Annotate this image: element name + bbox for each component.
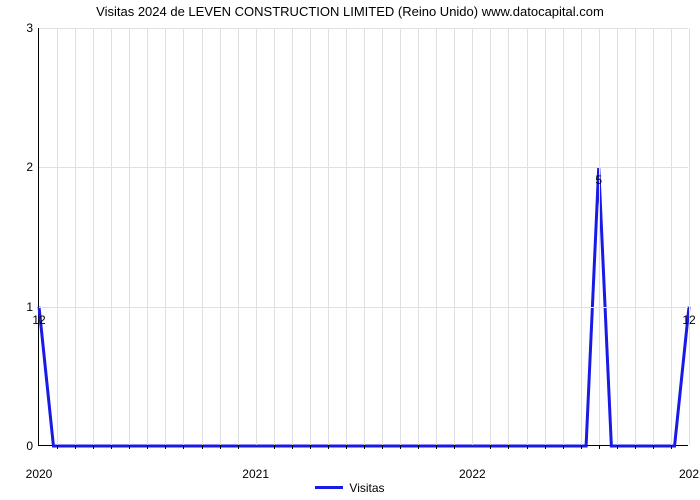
legend-item: Visitas	[315, 481, 384, 495]
point-label: 12	[682, 313, 695, 327]
gridline-vertical	[581, 28, 582, 445]
x-minor-tick	[527, 445, 528, 449]
x-minor-tick	[545, 445, 546, 449]
point-label: 12	[32, 313, 45, 327]
chart-title-text: Visitas 2024 de LEVEN CONSTRUCTION LIMIT…	[96, 4, 604, 19]
x-minor-tick	[129, 445, 130, 449]
x-minor-tick	[436, 445, 437, 449]
x-minor-tick	[454, 445, 455, 449]
x-minor-tick	[111, 445, 112, 449]
gridline-vertical	[183, 28, 184, 445]
gridline-vertical	[93, 28, 94, 445]
gridline-vertical	[563, 28, 564, 445]
gridline-vertical	[617, 28, 618, 445]
gridline-vertical	[436, 28, 437, 445]
x-minor-tick	[328, 445, 329, 449]
gridline-vertical	[653, 28, 654, 445]
gridline-vertical	[220, 28, 221, 445]
x-minor-tick	[346, 445, 347, 449]
gridline-vertical	[256, 28, 257, 445]
gridline-vertical	[202, 28, 203, 445]
gridline-vertical	[382, 28, 383, 445]
x-minor-tick	[93, 445, 94, 449]
legend-label: Visitas	[349, 481, 384, 495]
y-tick-label: 3	[26, 21, 39, 35]
x-minor-tick	[581, 445, 582, 449]
x-minor-tick	[57, 445, 58, 449]
x-minor-tick	[220, 445, 221, 449]
x-minor-tick	[147, 445, 148, 449]
x-minor-tick	[183, 445, 184, 449]
gridline-vertical	[364, 28, 365, 445]
gridline-vertical	[310, 28, 311, 445]
legend: Visitas	[0, 478, 700, 495]
gridline-vertical	[418, 28, 419, 445]
x-minor-tick	[202, 445, 203, 449]
gridline-vertical	[545, 28, 546, 445]
gridline-vertical	[689, 28, 690, 445]
y-tick-label: 0	[26, 439, 39, 453]
gridline-vertical	[527, 28, 528, 445]
x-minor-tick	[364, 445, 365, 449]
gridline-vertical	[400, 28, 401, 445]
gridline-vertical	[508, 28, 509, 445]
x-minor-tick	[75, 445, 76, 449]
x-minor-tick	[490, 445, 491, 449]
gridline-vertical	[599, 28, 600, 445]
x-minor-tick	[418, 445, 419, 449]
x-minor-tick	[310, 445, 311, 449]
gridline-vertical	[635, 28, 636, 445]
gridline-vertical	[147, 28, 148, 445]
x-minor-tick	[382, 445, 383, 449]
gridline-vertical	[75, 28, 76, 445]
gridline-vertical	[165, 28, 166, 445]
x-minor-tick	[238, 445, 239, 449]
gridline-vertical	[274, 28, 275, 445]
x-minor-tick	[274, 445, 275, 449]
gridline-vertical	[292, 28, 293, 445]
x-minor-tick	[653, 445, 654, 449]
x-minor-tick	[599, 445, 600, 449]
plot-area: 012320202021202220212512	[38, 28, 688, 446]
gridline-vertical	[671, 28, 672, 445]
point-label: 5	[595, 173, 602, 187]
x-minor-tick	[400, 445, 401, 449]
x-minor-tick	[292, 445, 293, 449]
chart-container: Visitas 2024 de LEVEN CONSTRUCTION LIMIT…	[0, 0, 700, 500]
x-minor-tick	[617, 445, 618, 449]
y-tick-label: 1	[26, 300, 39, 314]
gridline-vertical	[129, 28, 130, 445]
gridline-vertical	[454, 28, 455, 445]
gridline-vertical	[238, 28, 239, 445]
gridline-vertical	[57, 28, 58, 445]
x-minor-tick	[508, 445, 509, 449]
chart-title: Visitas 2024 de LEVEN CONSTRUCTION LIMIT…	[0, 4, 700, 19]
legend-swatch	[315, 486, 343, 489]
x-minor-tick	[671, 445, 672, 449]
x-minor-tick	[165, 445, 166, 449]
gridline-vertical	[472, 28, 473, 445]
gridline-vertical	[111, 28, 112, 445]
x-minor-tick	[563, 445, 564, 449]
gridline-vertical	[346, 28, 347, 445]
gridline-vertical	[490, 28, 491, 445]
y-tick-label: 2	[26, 160, 39, 174]
gridline-vertical	[328, 28, 329, 445]
x-minor-tick	[635, 445, 636, 449]
